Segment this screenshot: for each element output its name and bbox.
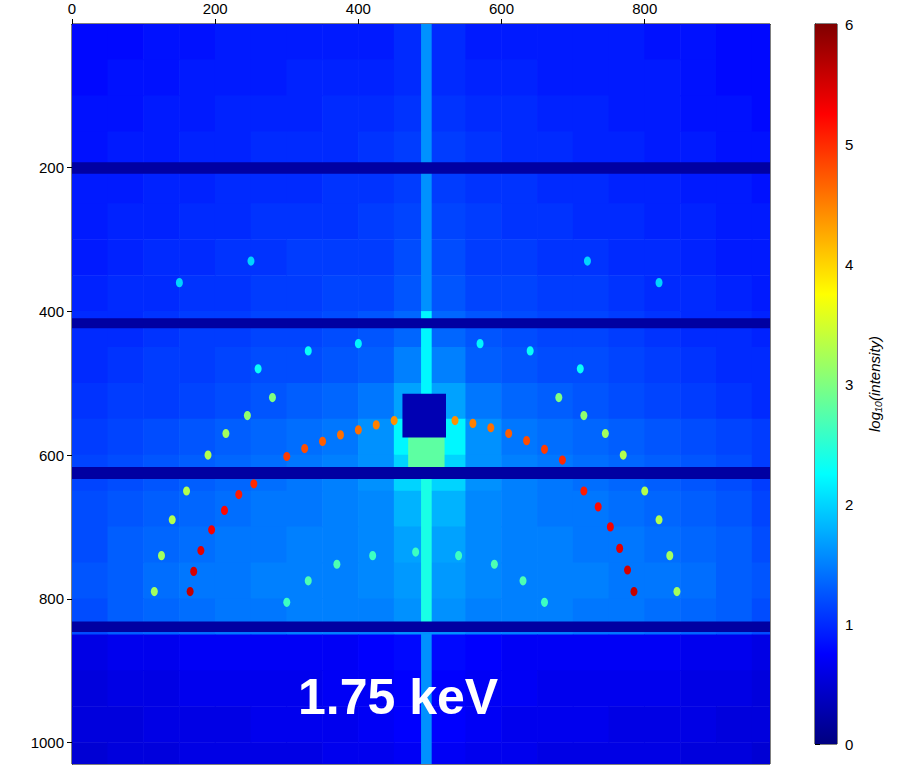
svg-text:4: 4	[845, 256, 853, 273]
svg-text:1: 1	[845, 616, 853, 633]
svg-text:800: 800	[632, 0, 657, 17]
svg-text:600: 600	[489, 0, 514, 17]
svg-text:400: 400	[346, 0, 371, 17]
svg-text:200: 200	[39, 159, 64, 176]
svg-text:800: 800	[39, 590, 64, 607]
svg-text:5: 5	[845, 136, 853, 153]
svg-text:1.75 keV: 1.75 keV	[298, 669, 499, 725]
svg-text:3: 3	[845, 376, 853, 393]
svg-text:2: 2	[845, 496, 853, 513]
svg-text:600: 600	[39, 447, 64, 464]
svg-text:1000: 1000	[31, 734, 64, 751]
svg-text:400: 400	[39, 303, 64, 320]
svg-text:0: 0	[845, 736, 853, 753]
svg-text:6: 6	[845, 16, 853, 33]
svg-text:200: 200	[203, 0, 228, 17]
svg-text:log₁₀(intensity): log₁₀(intensity)	[866, 336, 883, 432]
svg-text:0: 0	[68, 0, 76, 17]
